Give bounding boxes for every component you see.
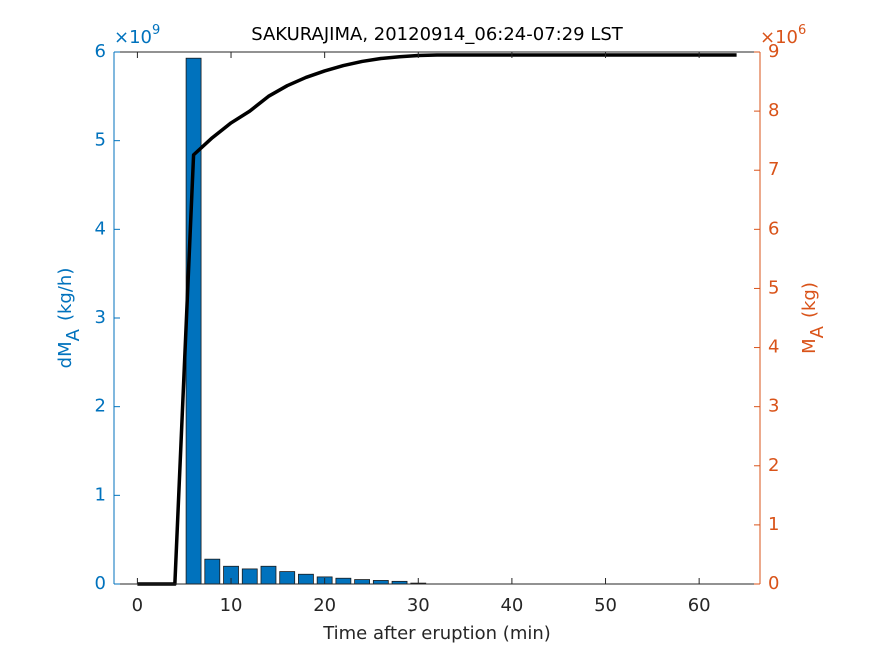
exponent-power: 9 (152, 23, 160, 38)
axis-exponent: ×106 (760, 23, 806, 49)
y2-tick-label: 3 (768, 396, 779, 417)
bar (185, 57, 202, 585)
y-tick-label: 1 (95, 484, 106, 505)
y2-tick-label: 9 (768, 41, 779, 62)
bar (204, 558, 221, 585)
y-tick-label: 6 (95, 41, 106, 62)
y2-tick-label: 7 (768, 159, 779, 180)
x-tick-label: 40 (500, 595, 523, 616)
label-main: M (799, 338, 820, 354)
y2-tick-label: 0 (768, 573, 779, 594)
label-sub: A (807, 325, 828, 338)
line (137, 53, 737, 586)
y2-tick-label: 8 (768, 100, 779, 121)
x-tick-label: 50 (594, 595, 617, 616)
bar (298, 573, 314, 585)
bar (260, 565, 277, 585)
bar (335, 577, 352, 585)
y-tick-label: 4 (95, 218, 106, 239)
bar (372, 580, 389, 585)
exponent-power: 6 (798, 23, 806, 38)
x-axis-label: Time after eruption (min) (322, 623, 551, 644)
x-tick-label: 20 (313, 595, 336, 616)
y2-tick-label: 2 (768, 455, 779, 476)
x-tick-label: 60 (688, 595, 711, 616)
y2-tick-label: 1 (768, 514, 779, 535)
x-tick-label: 10 (220, 595, 243, 616)
y-tick-label: 0 (95, 573, 106, 594)
y-tick-label: 2 (95, 396, 106, 417)
chart-title: SAKURAJIMA, 20120914_06:24-07:29 LST (251, 24, 624, 45)
y-tick-label: 3 (95, 307, 106, 328)
axis-exponent: ×109 (114, 23, 160, 49)
y2-tick-label: 6 (768, 218, 779, 239)
label-unit: (kg) (799, 282, 820, 318)
y2-tick-label: 5 (768, 277, 779, 298)
label-unit: (kg/h) (55, 268, 76, 321)
y2-tick-label: 4 (768, 337, 779, 358)
bar (354, 579, 370, 585)
bar (241, 568, 258, 585)
label-sub: A (63, 328, 84, 341)
exponent-base: ×10 (760, 27, 798, 48)
x-tick-label: 0 (132, 595, 143, 616)
bar (279, 571, 296, 585)
axis-label: MA (kg) (799, 282, 828, 354)
label-main: dM (55, 341, 76, 368)
exponent-base: ×10 (114, 27, 152, 48)
axis-label: dMA (kg/h) (55, 268, 84, 369)
x-tick-label: 30 (407, 595, 430, 616)
y-tick-label: 5 (95, 130, 106, 151)
